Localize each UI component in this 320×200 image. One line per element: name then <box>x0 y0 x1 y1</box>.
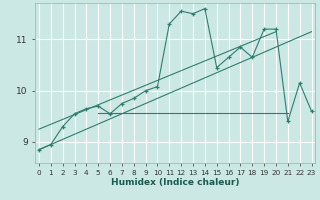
X-axis label: Humidex (Indice chaleur): Humidex (Indice chaleur) <box>111 178 239 187</box>
